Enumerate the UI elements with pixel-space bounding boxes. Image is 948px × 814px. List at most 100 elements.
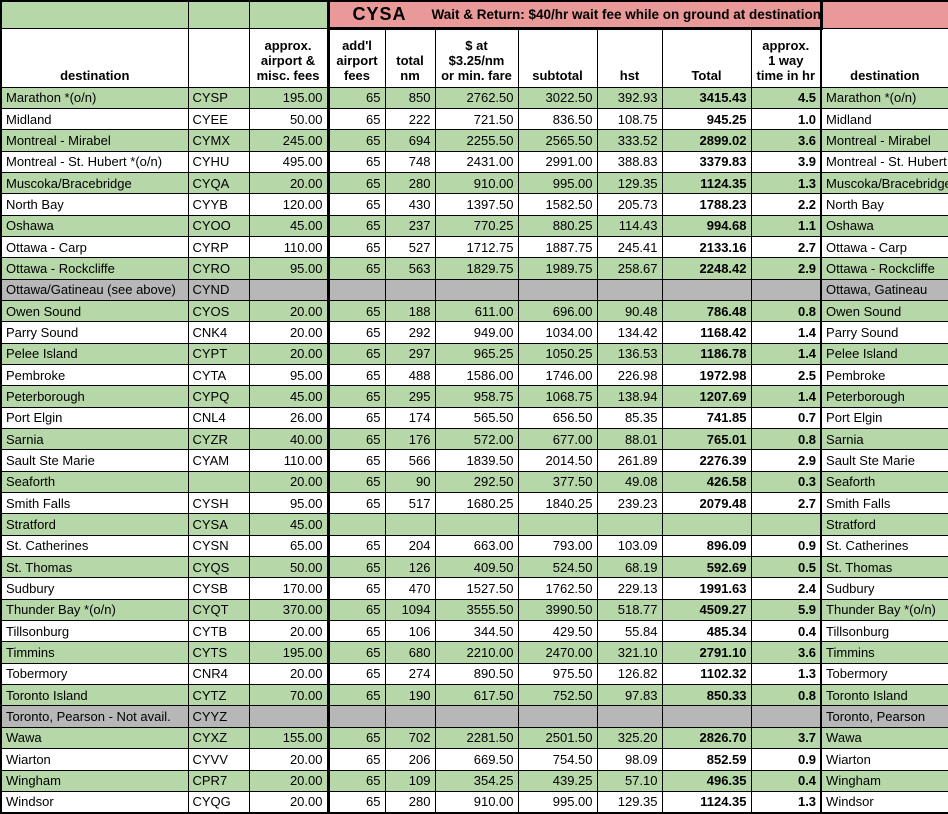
hst-cell (596, 278, 663, 301)
destination-2-cell: Montreal - St. Hubert *(o/n) (820, 150, 948, 173)
total-nm-cell: 748 (384, 150, 436, 173)
col-header-addl-airport-fees: add'l airport fees (326, 27, 386, 88)
total-nm-cell: 90 (384, 470, 436, 494)
fare-rate-cell: 949.00 (434, 321, 519, 344)
destination-cell: Pelee Island (0, 342, 189, 365)
table-row: St. Catherines CYSN 65.00 65 204 663.00 … (0, 534, 948, 558)
destination-cell: Ottawa/Gatineau (see above) (0, 278, 189, 301)
fare-rate-cell: 344.50 (434, 620, 519, 643)
airport-code-cell: CYSP (187, 86, 250, 109)
destination-2-cell: Wawa (820, 726, 948, 750)
subtotal-cell: 752.50 (517, 684, 598, 707)
one-way-time-cell: 2.2 (750, 193, 822, 216)
airport-misc-fees-cell (248, 705, 329, 728)
fare-rate-cell: 2281.50 (434, 726, 519, 750)
hst-cell: 49.08 (596, 470, 663, 494)
total-nm-cell: 566 (384, 449, 436, 472)
hst-cell: 103.09 (596, 534, 663, 558)
destination-cell: Ottawa - Carp (0, 235, 189, 259)
total-cell: 786.48 (661, 299, 752, 323)
destination-cell: Oshawa (0, 214, 189, 237)
total-nm-cell: 850 (384, 86, 436, 109)
addl-airport-fees-cell: 65 (326, 641, 386, 664)
banner-tail-cell (820, 0, 948, 29)
hst-cell: 129.35 (596, 790, 663, 814)
subtotal-cell (517, 705, 598, 728)
hst-cell: 88.01 (596, 427, 663, 451)
subtotal-cell: 439.25 (517, 769, 598, 792)
subtotal-cell: 429.50 (517, 620, 598, 643)
subtotal-cell: 3990.50 (517, 598, 598, 622)
addl-airport-fees-cell: 65 (326, 385, 386, 408)
destination-cell: Sarnia (0, 427, 189, 451)
hst-cell: 392.93 (596, 86, 663, 109)
airport-code-cell: CYHU (187, 150, 250, 173)
destination-cell: Marathon *(o/n) (0, 86, 189, 109)
total-nm-cell: 204 (384, 534, 436, 558)
total-nm-cell: 206 (384, 748, 436, 771)
subtotal-cell: 377.50 (517, 470, 598, 494)
addl-airport-fees-cell: 65 (326, 363, 386, 387)
total-nm-cell: 430 (384, 193, 436, 216)
hst-cell (596, 513, 663, 536)
addl-airport-fees-cell: 65 (326, 769, 386, 792)
fare-rate-cell: 2431.00 (434, 150, 519, 173)
destination-2-cell: Timmins (820, 641, 948, 664)
one-way-time-cell: 0.9 (750, 748, 822, 771)
airport-code-cell: CYVV (187, 748, 250, 771)
table-row: Ottawa - Carp CYRP 110.00 65 527 1712.75… (0, 235, 948, 259)
destination-2-cell: Owen Sound (820, 299, 948, 323)
destination-2-cell: Sudbury (820, 577, 948, 600)
table-row: Ottawa/Gatineau (see above) CYND Ottawa,… (0, 278, 948, 301)
one-way-time-cell: 1.4 (750, 342, 822, 365)
airport-misc-fees-cell: 95.00 (248, 363, 329, 387)
hst-cell: 114.43 (596, 214, 663, 237)
addl-airport-fees-cell: 65 (326, 598, 386, 622)
airport-misc-fees-cell: 20.00 (248, 321, 329, 344)
one-way-time-cell: 1.1 (750, 214, 822, 237)
destination-2-cell: Tillsonburg (820, 620, 948, 643)
one-way-time-cell: 0.8 (750, 427, 822, 451)
table-row: Stratford CYSA 45.00 Stratford (0, 513, 948, 536)
total-cell: 1186.78 (661, 342, 752, 365)
addl-airport-fees-cell: 65 (326, 406, 386, 430)
one-way-time-cell: 1.3 (750, 790, 822, 814)
fare-rate-cell: 1829.75 (434, 257, 519, 280)
hst-cell: 229.13 (596, 577, 663, 600)
subtotal-cell (517, 278, 598, 301)
total-cell: 2276.39 (661, 449, 752, 472)
airport-misc-fees-cell: 65.00 (248, 534, 329, 558)
airport-code-cell: CPR7 (187, 769, 250, 792)
table-row: Toronto Island CYTZ 70.00 65 190 617.50 … (0, 684, 948, 707)
total-cell: 1168.42 (661, 321, 752, 344)
destination-2-cell: Pembroke (820, 363, 948, 387)
fare-rate-cell (434, 513, 519, 536)
one-way-time-cell: 3.6 (750, 129, 822, 152)
fare-rate-cell: 2255.50 (434, 129, 519, 152)
airport-misc-fees-cell: 20.00 (248, 470, 329, 494)
destination-cell: Toronto Island (0, 684, 189, 707)
total-nm-cell: 694 (384, 129, 436, 152)
destination-cell: Wingham (0, 769, 189, 792)
airport-misc-fees-cell: 26.00 (248, 406, 329, 430)
addl-airport-fees-cell: 65 (326, 534, 386, 558)
fare-rate-cell: 2210.00 (434, 641, 519, 664)
addl-airport-fees-cell: 65 (326, 107, 386, 131)
hst-cell: 136.53 (596, 342, 663, 365)
subtotal-cell: 1050.25 (517, 342, 598, 365)
fare-rate-cell: 965.25 (434, 342, 519, 365)
one-way-time-cell: 0.8 (750, 684, 822, 707)
destination-cell: Toronto, Pearson - Not avail. (0, 705, 189, 728)
destination-cell: Muscoka/Bracebridge (0, 171, 189, 195)
total-nm-cell: 176 (384, 427, 436, 451)
addl-airport-fees-cell: 65 (326, 492, 386, 515)
one-way-time-cell: 1.4 (750, 385, 822, 408)
airport-code-cell: CNR4 (187, 662, 250, 686)
total-cell: 485.34 (661, 620, 752, 643)
table-row: Wingham CPR7 20.00 65 109 354.25 439.25 … (0, 769, 948, 792)
hst-cell: 129.35 (596, 171, 663, 195)
table-row: Pembroke CYTA 95.00 65 488 1586.00 1746.… (0, 363, 948, 387)
total-cell: 496.35 (661, 769, 752, 792)
total-cell: 1207.69 (661, 385, 752, 408)
airport-misc-fees-cell: 45.00 (248, 513, 329, 536)
